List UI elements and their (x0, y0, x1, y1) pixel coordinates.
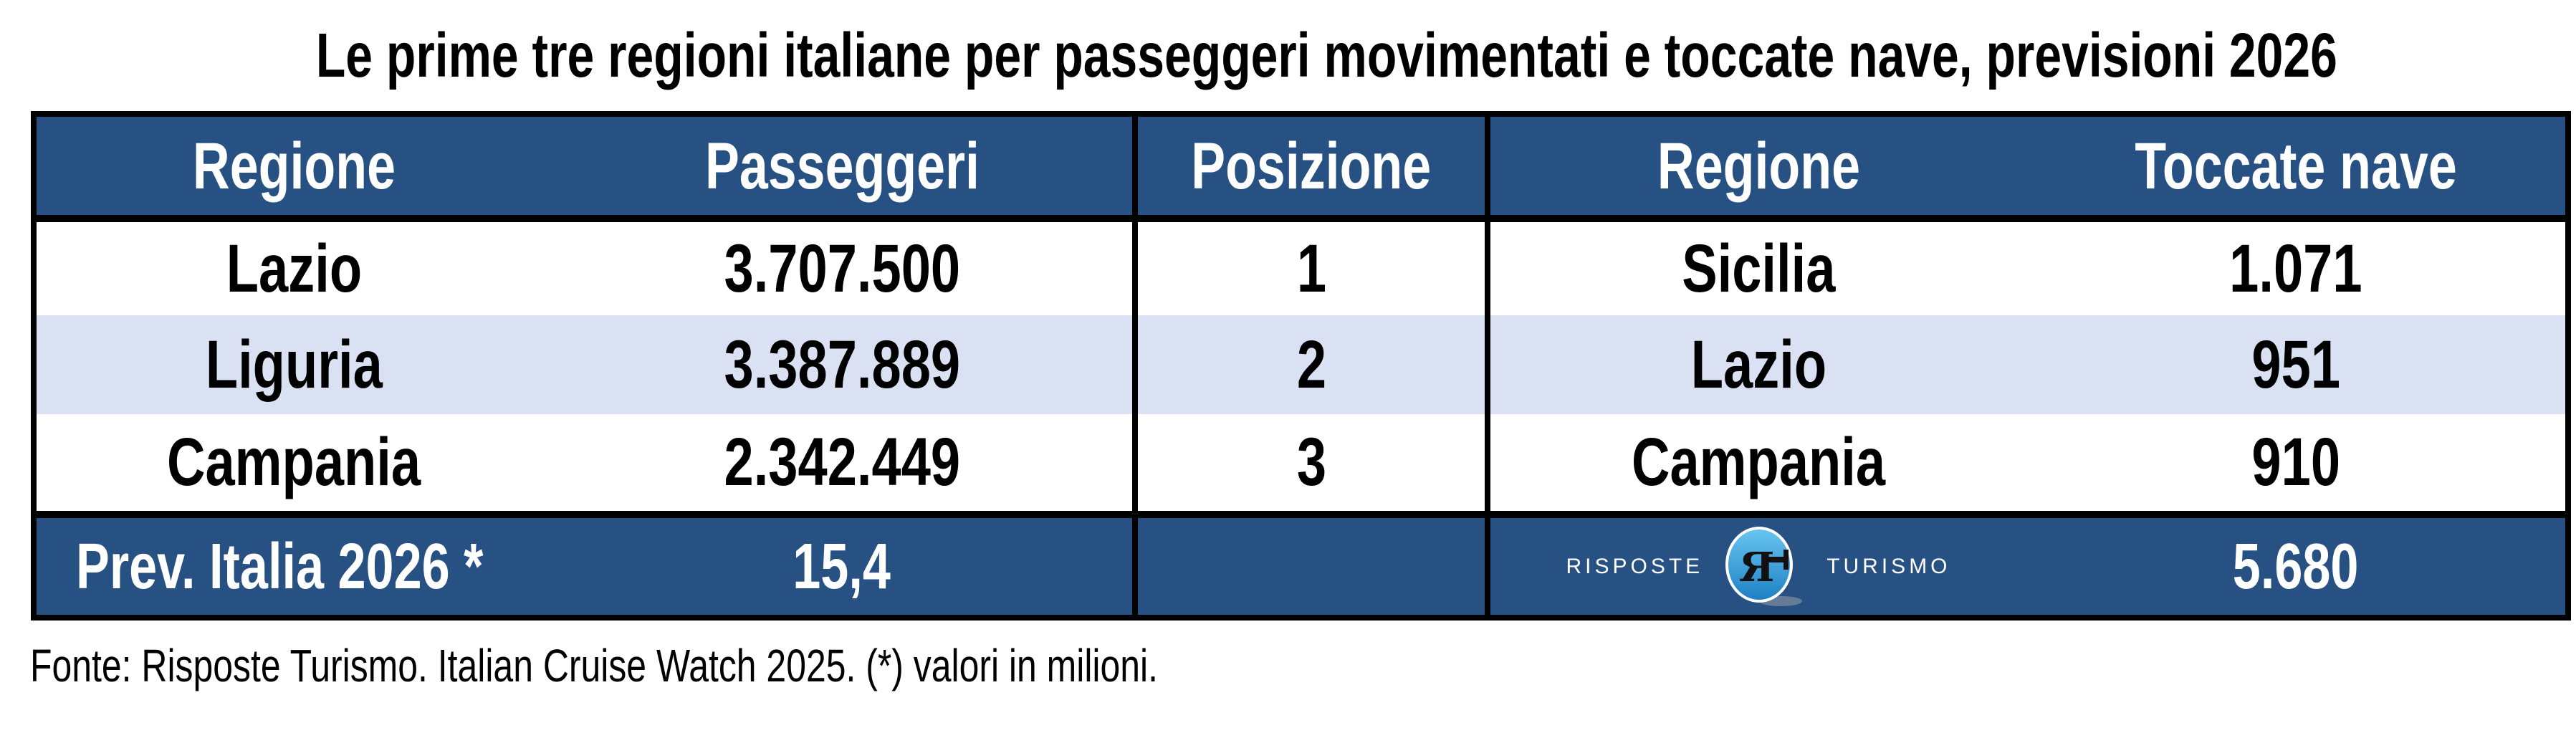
logo-word-risposte: RISPOSTE (1566, 554, 1704, 578)
footer-cell-ship-calls-total: 5.680 (2026, 518, 2565, 615)
vertical-divider (1132, 414, 1138, 511)
footer-passengers-total-text: 15,4 (793, 530, 891, 603)
cell-text: 3.707.500 (724, 230, 960, 307)
vertical-divider (1132, 222, 1138, 315)
vertical-divider (1485, 117, 1490, 215)
cell-text: Campania (167, 424, 421, 500)
cell-text: 910 (2251, 424, 2340, 500)
header-label-passengers: Passeggeri (704, 129, 980, 203)
cell-text: 3 (1296, 424, 1326, 500)
cell-text: 1.071 (2229, 230, 2362, 307)
table-row-2-ship-calls: 951 (2026, 315, 2565, 414)
header-cell-region-right: Regione (1490, 117, 2026, 215)
table-row-2-passengers: 3.387.889 (552, 315, 1132, 414)
footer-label-text: Prev. Italia 2026 * (76, 530, 484, 603)
table-row-3-region-right: Campania (1490, 414, 2026, 511)
table-row-3-position: 3 (1138, 414, 1485, 511)
table-row-3-ship-calls: 910 (2026, 414, 2565, 511)
table-row-3-region-left: Campania (37, 414, 552, 511)
footer-cell-position-empty (1138, 518, 1485, 615)
footer-cell-passengers-total: 15,4 (552, 518, 1132, 615)
cell-text: 2.342.449 (724, 424, 960, 500)
header-cell-ship-calls: Toccate nave (2026, 117, 2565, 215)
table-row-2-position: 2 (1138, 315, 1485, 414)
cell-text: 3.387.889 (724, 326, 960, 403)
table-row-1-position: 1 (1138, 222, 1485, 315)
header-cell-position: Posizione (1138, 117, 1485, 215)
rankings-table: Regione Passeggeri Posizione Regione Toc… (31, 111, 2571, 621)
header-cell-region-left: Regione (37, 117, 552, 215)
cell-text: 1 (1296, 230, 1326, 307)
vertical-divider (1132, 518, 1138, 615)
vertical-divider (1485, 222, 1490, 315)
header-label-ship-calls: Toccate nave (2135, 129, 2457, 203)
logo-monogram-letter: Я (1739, 544, 1774, 591)
footer-cell-logo: RISPOSTE Я TURISMO (1490, 518, 2026, 615)
logo-word-turismo: TURISMO (1826, 554, 1951, 578)
vertical-divider (1132, 117, 1138, 215)
footer-ship-calls-total-text: 5.680 (2233, 530, 2359, 603)
source-note-text: Fonte: Risposte Turismo. Italian Cruise … (30, 640, 1158, 691)
horizontal-rule (37, 511, 2565, 518)
header-label-region-left: Regione (192, 129, 396, 203)
table-row-3-passengers: 2.342.449 (552, 414, 1132, 511)
header-label-position: Posizione (1191, 129, 1432, 203)
table-row-2-region-right: Lazio (1490, 315, 2026, 414)
table-row-2-region-left: Liguria (37, 315, 552, 414)
cell-text: Lazio (226, 230, 363, 307)
footer-cell-label: Prev. Italia 2026 * (37, 518, 552, 615)
table-row-1-passengers: 3.707.500 (552, 222, 1132, 315)
cell-text: Campania (1631, 424, 1886, 500)
vertical-divider (1132, 315, 1138, 414)
header-cell-passengers: Passeggeri (552, 117, 1132, 215)
rt-monogram-icon: Я (1725, 526, 1803, 606)
vertical-divider (1485, 414, 1490, 511)
vertical-divider (1485, 315, 1490, 414)
header-label-region-right: Regione (1657, 129, 1860, 203)
cell-text: Lazio (1690, 326, 1826, 403)
cell-text: Liguria (205, 326, 383, 403)
vertical-divider (1485, 518, 1490, 615)
cell-text: 951 (2251, 326, 2340, 403)
cell-text: Sicilia (1681, 230, 1836, 307)
figure-title: Le prime tre regioni italiane per passeg… (31, 20, 2571, 92)
risposte-turismo-logo: RISPOSTE Я TURISMO (1566, 526, 1951, 607)
cell-text: 2 (1296, 326, 1326, 403)
table-row-1-ship-calls: 1.071 (2026, 222, 2565, 315)
table-row-1-region-right: Sicilia (1490, 222, 2026, 315)
figure-title-text: Le prime tre regioni italiane per passeg… (315, 21, 2337, 90)
horizontal-rule (37, 215, 2565, 222)
source-note: Fonte: Risposte Turismo. Italian Cruise … (30, 640, 1476, 693)
table-row-1-region-left: Lazio (37, 222, 552, 315)
